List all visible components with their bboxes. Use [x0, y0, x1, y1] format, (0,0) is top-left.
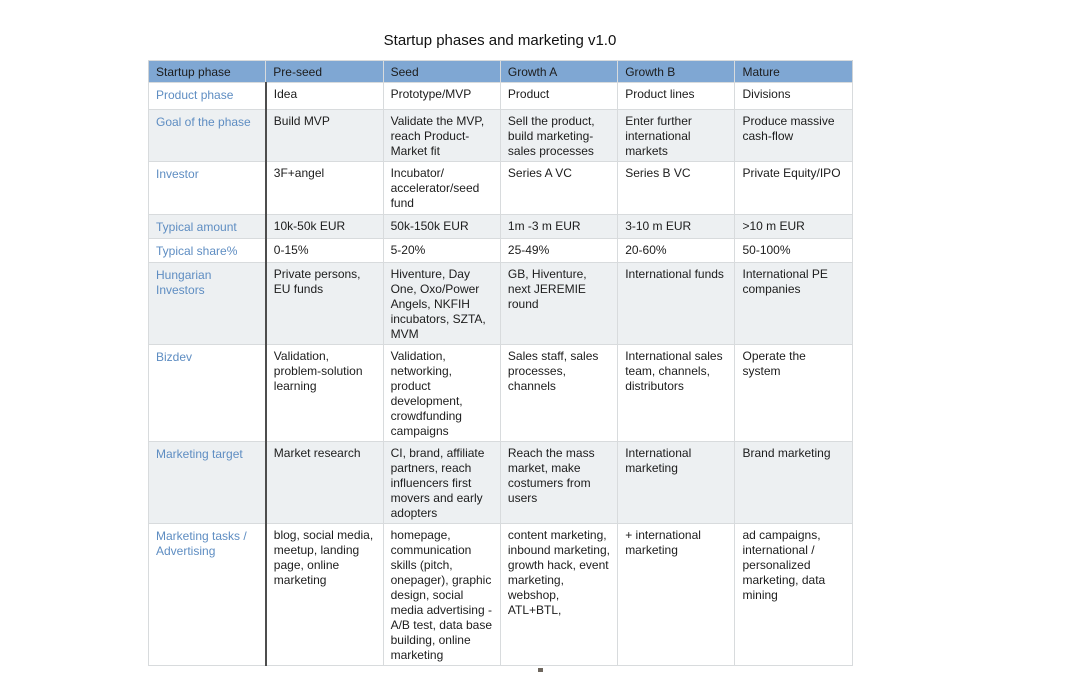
cell-goal-mature: Produce massive cash-flow: [734, 109, 853, 162]
row-label-typical-amount: Typical amount: [147, 214, 267, 239]
cell-hungarian-growth-a: GB, Hiventure, next JEREMIE round: [499, 262, 619, 345]
cell-product-phase-growth-b: Product lines: [617, 82, 736, 110]
cell-tasks-mature: ad campaigns, international / personaliz…: [734, 523, 853, 666]
table-row-typical-amount: Typical amount 10k-50k EUR 50k-150k EUR …: [147, 214, 853, 239]
cell-hungarian-growth-b: International funds: [617, 262, 736, 345]
table-row-marketing-tasks: Marketing tasks / Advertising blog, soci…: [147, 523, 853, 666]
table-row-product-phase: Product phase Idea Prototype/MVP Product…: [147, 82, 853, 110]
cell-hungarian-mature: International PE companies: [734, 262, 853, 345]
table-row-bizdev: Bizdev Validation, problem-solution lear…: [147, 344, 853, 442]
cell-investor-growth-b: Series B VC: [617, 161, 736, 215]
cell-amount-growth-b: 3-10 m EUR: [617, 214, 736, 239]
row-label-bizdev: Bizdev: [147, 344, 267, 442]
table-row-typical-share: Typical share% 0-15% 5-20% 25-49% 20-60%…: [147, 238, 853, 263]
cell-amount-mature: >10 m EUR: [734, 214, 853, 239]
table-row-investor: Investor 3F+angel Incubator/ accelerator…: [147, 161, 853, 215]
table-row-goal-of-the-phase: Goal of the phase Build MVP Validate the…: [147, 109, 853, 162]
table-header-row: Startup phase Pre-seed Seed Growth A Gro…: [147, 60, 853, 83]
header-cell-startup-phase: Startup phase: [147, 60, 267, 83]
cell-investor-mature: Private Equity/IPO: [734, 161, 853, 215]
cell-goal-growth-b: Enter further international markets: [617, 109, 736, 162]
cell-bizdev-mature: Operate the system: [734, 344, 853, 442]
cell-bizdev-seed: Validation, networking, product developm…: [382, 344, 501, 442]
cell-product-phase-seed: Prototype/MVP: [382, 82, 501, 110]
header-cell-growth-b: Growth B: [617, 60, 736, 83]
cell-goal-growth-a: Sell the product, build marketing-sales …: [499, 109, 619, 162]
cell-share-mature: 50-100%: [734, 238, 853, 263]
startup-phases-table: Startup phase Pre-seed Seed Growth A Gro…: [147, 60, 853, 666]
row-label-goal-of-the-phase: Goal of the phase: [147, 109, 267, 162]
row-label-hungarian-investors: Hungarian Investors: [147, 262, 267, 345]
cell-investor-growth-a: Series A VC: [499, 161, 619, 215]
cell-product-phase-pre-seed: Idea: [265, 82, 384, 110]
cell-target-mature: Brand marketing: [734, 441, 853, 524]
cell-bizdev-growth-b: International sales team, channels, dist…: [617, 344, 736, 442]
header-cell-pre-seed: Pre-seed: [265, 60, 384, 83]
row-label-typical-share: Typical share%: [147, 238, 267, 263]
cell-tasks-growth-b: + international marketing: [617, 523, 736, 666]
cell-amount-seed: 50k-150k EUR: [382, 214, 501, 239]
row-label-marketing-tasks: Marketing tasks / Advertising: [147, 523, 267, 666]
cell-goal-pre-seed: Build MVP: [265, 109, 384, 162]
row-label-product-phase: Product phase: [147, 82, 267, 110]
cell-investor-pre-seed: 3F+angel: [265, 161, 384, 215]
cell-bizdev-growth-a: Sales staff, sales processes, channels: [499, 344, 619, 442]
cell-bizdev-pre-seed: Validation, problem-solution learning: [265, 344, 384, 442]
table-row-hungarian-investors: Hungarian Investors Private persons, EU …: [147, 262, 853, 345]
cell-tasks-growth-a: content marketing, inbound marketing, gr…: [499, 523, 619, 666]
cell-target-seed: CI, brand, affiliate partners, reach inf…: [382, 441, 501, 524]
header-cell-mature: Mature: [734, 60, 853, 83]
cell-amount-growth-a: 1m -3 m EUR: [499, 214, 619, 239]
cell-product-phase-growth-a: Product: [499, 82, 619, 110]
row-label-marketing-target: Marketing target: [147, 441, 267, 524]
cell-target-pre-seed: Market research: [265, 441, 384, 524]
page-title: Startup phases and marketing v1.0: [383, 32, 617, 49]
cutoff-text-fragment: [538, 668, 543, 672]
cell-share-seed: 5-20%: [382, 238, 501, 263]
cell-share-pre-seed: 0-15%: [265, 238, 384, 263]
cell-hungarian-pre-seed: Private persons, EU funds: [265, 262, 384, 345]
cell-hungarian-seed: Hiventure, Day One, Oxo/Power Angels, NK…: [382, 262, 501, 345]
cell-share-growth-a: 25-49%: [499, 238, 619, 263]
table-row-marketing-target: Marketing target Market research CI, bra…: [147, 441, 853, 524]
cell-amount-pre-seed: 10k-50k EUR: [265, 214, 384, 239]
cell-goal-seed: Validate the MVP, reach Product-Market f…: [382, 109, 501, 162]
cell-product-phase-mature: Divisions: [734, 82, 853, 110]
cell-share-growth-b: 20-60%: [617, 238, 736, 263]
cell-tasks-seed: homepage, communication skills (pitch, o…: [382, 523, 501, 666]
row-label-investor: Investor: [147, 161, 267, 215]
header-cell-seed: Seed: [382, 60, 501, 83]
header-cell-growth-a: Growth A: [499, 60, 619, 83]
cell-target-growth-b: International marketing: [617, 441, 736, 524]
cell-target-growth-a: Reach the mass market, make costumers fr…: [499, 441, 619, 524]
cell-investor-seed: Incubator/ accelerator/seed fund: [382, 161, 501, 215]
cell-tasks-pre-seed: blog, social media, meetup, landing page…: [265, 523, 384, 666]
